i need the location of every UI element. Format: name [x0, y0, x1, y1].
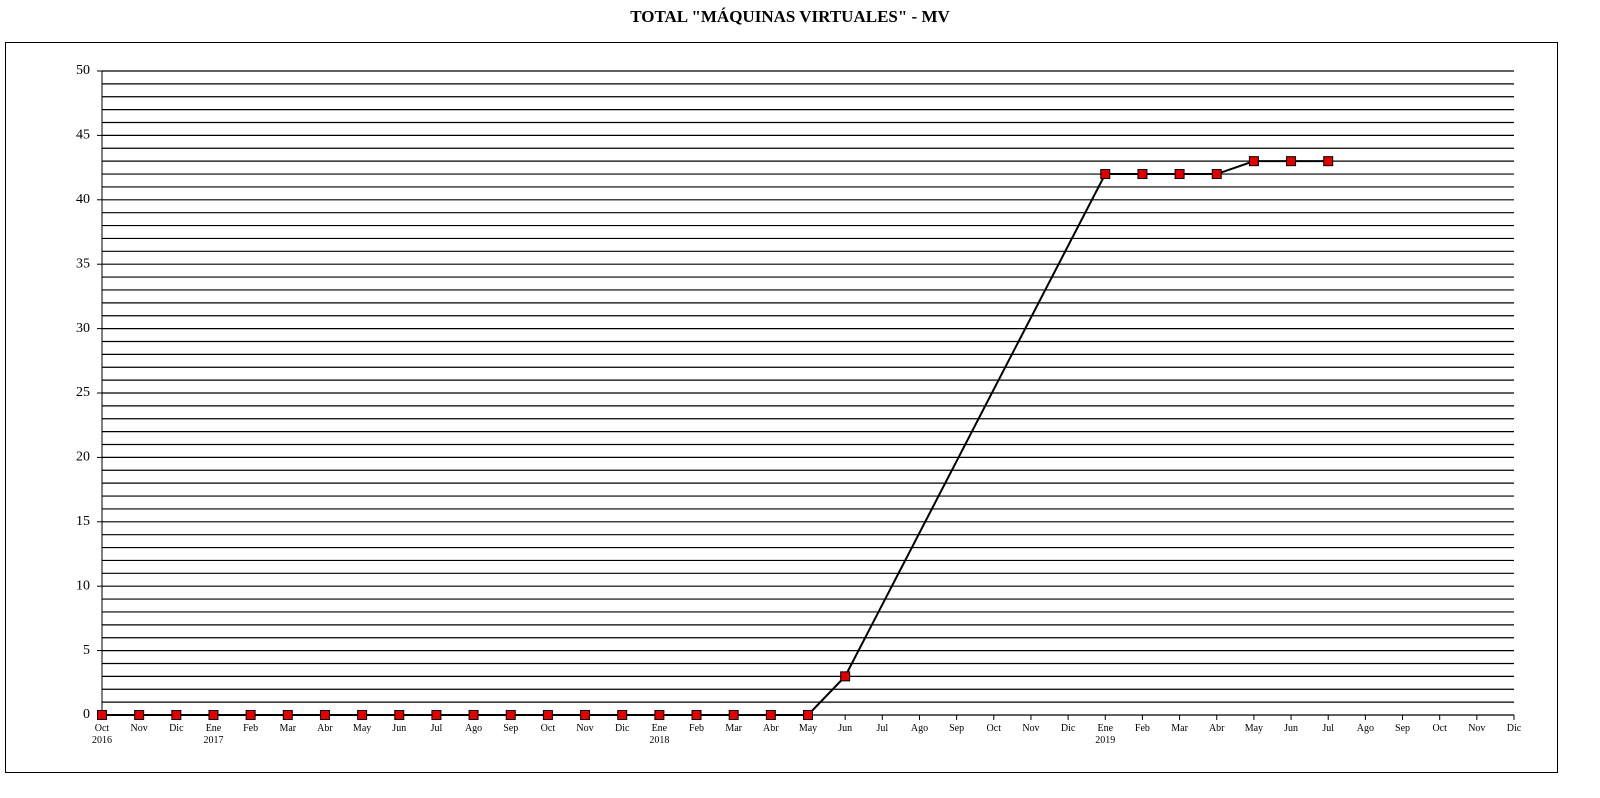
data-point	[245, 710, 256, 720]
data-point	[1323, 156, 1334, 167]
y-tick-label: 0	[83, 707, 90, 722]
data-point	[840, 671, 851, 682]
x-tick-label: Abr	[1208, 723, 1225, 734]
series-line	[102, 160, 1329, 716]
data-point	[1100, 169, 1111, 180]
data-point	[1174, 169, 1185, 180]
x-tick-label: Ago	[464, 723, 483, 734]
y-tick-label: 40	[76, 192, 90, 207]
y-tick-label: 10	[76, 578, 90, 593]
x-tick-label: May	[798, 723, 818, 734]
x-tick-label: Ene 2017	[203, 723, 224, 746]
x-tick-label: Feb	[1134, 723, 1150, 734]
x-tick-label: Feb	[243, 723, 259, 734]
data-point	[134, 710, 145, 720]
x-tick-label: May	[352, 723, 372, 734]
data-point	[357, 710, 368, 720]
data-point	[1137, 169, 1148, 180]
data-point	[542, 710, 553, 720]
data-point	[617, 710, 628, 720]
data-point	[1211, 169, 1222, 180]
x-tick-label: Nov	[576, 723, 594, 734]
x-tick-label: Jun	[392, 723, 407, 734]
data-point	[1248, 156, 1259, 167]
data-point	[728, 710, 739, 720]
x-tick-label: Jun	[1284, 723, 1298, 734]
x-tick-label: May	[1244, 723, 1264, 734]
data-point	[468, 710, 479, 720]
x-tick-label: Sep	[1395, 723, 1411, 734]
data-point	[691, 710, 702, 720]
x-tick-label: Sep	[949, 723, 965, 734]
x-tick-label: Jul	[430, 723, 443, 734]
x-tick-label: Oct	[1432, 723, 1447, 734]
data-point	[319, 710, 330, 720]
x-tick-label: Abr	[317, 723, 333, 734]
x-tick-label: Mar	[1171, 723, 1188, 734]
data-point	[580, 710, 591, 720]
data-point	[765, 710, 776, 720]
chart-frame	[5, 42, 1558, 773]
x-tick-label: Oct 2016	[92, 723, 112, 746]
x-tick-label: Mar	[725, 723, 742, 734]
x-tick-label: Ago	[1356, 723, 1374, 734]
x-tick-label: Feb	[689, 723, 705, 734]
x-tick-label: Nov	[1022, 723, 1040, 734]
y-tick-label: 15	[76, 514, 90, 529]
x-tick-label: Mar	[279, 723, 297, 734]
data-point	[394, 710, 405, 720]
x-tick-label: Sep	[503, 723, 519, 734]
x-tick-label: Dic	[1506, 723, 1522, 734]
chart-title: TOTAL "MÁQUINAS VIRTUALES" - MV	[630, 7, 950, 26]
x-tick-label: Ene 2018	[649, 723, 670, 746]
data-point	[282, 710, 293, 720]
data-point	[654, 710, 665, 720]
x-tick-label: Nov	[130, 723, 148, 734]
x-tick-label: Ago	[910, 723, 929, 734]
data-point	[171, 710, 182, 720]
y-tick-label: 30	[76, 321, 90, 336]
x-tick-label: Jul	[876, 723, 889, 734]
data-point	[1286, 156, 1297, 167]
y-tick-label: 20	[76, 450, 90, 465]
x-tick-label: Ene 2019	[1095, 723, 1116, 746]
x-tick-label: Abr	[763, 723, 779, 734]
x-tick-label: Dic	[169, 723, 184, 734]
x-tick-label: Oct	[540, 723, 556, 734]
x-tick-label: Jul	[1322, 723, 1335, 734]
x-tick-label: Dic	[1060, 723, 1076, 734]
data-point	[803, 710, 813, 720]
x-tick-label: Jun	[838, 723, 853, 734]
data-point	[208, 710, 219, 720]
y-tick-label: 35	[76, 256, 90, 271]
x-tick-label: Nov	[1468, 723, 1486, 734]
data-point	[97, 710, 107, 720]
y-tick-label: 5	[83, 643, 90, 658]
x-tick-label: Dic	[614, 723, 630, 734]
data-point	[505, 710, 516, 720]
data-point	[431, 710, 442, 720]
y-tick-label: 50	[76, 63, 90, 78]
x-tick-label: Oct	[986, 723, 1001, 734]
y-tick-label: 45	[76, 128, 90, 143]
y-tick-label: 25	[76, 385, 90, 400]
